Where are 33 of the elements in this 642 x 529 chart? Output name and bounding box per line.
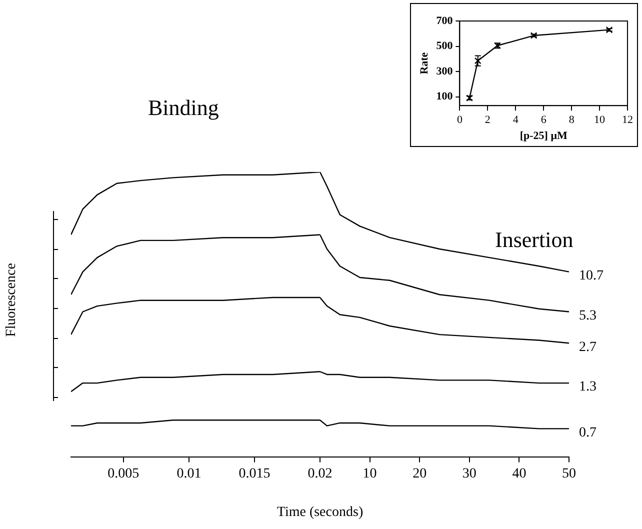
series-label: 5.3 (579, 308, 596, 324)
y-tick-label: 700 (436, 14, 454, 27)
series-label: 10.7 (579, 268, 604, 284)
x-tick-label: 0 (456, 114, 463, 126)
x-tick-label: 40 (512, 466, 526, 482)
x-axis-title: [p-25] μM (520, 130, 568, 142)
y-tick-label: 100 (436, 90, 454, 103)
x-tick-label: 0.01 (176, 466, 202, 482)
point (474, 57, 482, 64)
x-tick-label: 12 (622, 114, 633, 126)
x-axis-title: Time (seconds) (276, 505, 364, 521)
y-tick-label: 300 (436, 65, 454, 78)
x-tick-label: 6 (540, 114, 547, 126)
x-tick-label: 30 (462, 466, 476, 482)
x-tick-label: 10 (594, 114, 606, 126)
y-axis-title: Fluorescence (4, 263, 20, 337)
series-label: 2.7 (579, 340, 596, 355)
x-tick-label: 0.015 (238, 466, 270, 482)
x-tick-label: 4 (512, 114, 519, 126)
x-tick-label: 8 (568, 114, 575, 126)
y-axis-title: Rate (418, 52, 430, 74)
y-tick-label: 500 (436, 40, 454, 52)
x-tick-label: 2 (484, 114, 490, 126)
series-label: 0.7 (579, 425, 596, 440)
x-tick-label: 0.02 (308, 466, 332, 482)
series-label: 1.3 (579, 380, 596, 395)
x-tick-label: 0.005 (108, 466, 140, 482)
x-tick-label: 10 (362, 466, 377, 482)
x-tick-label: 50 (562, 466, 576, 482)
text: Binding (148, 95, 219, 121)
x-tick-label: 20 (412, 466, 427, 482)
point (606, 26, 613, 34)
annotation: Insertion (495, 227, 574, 253)
